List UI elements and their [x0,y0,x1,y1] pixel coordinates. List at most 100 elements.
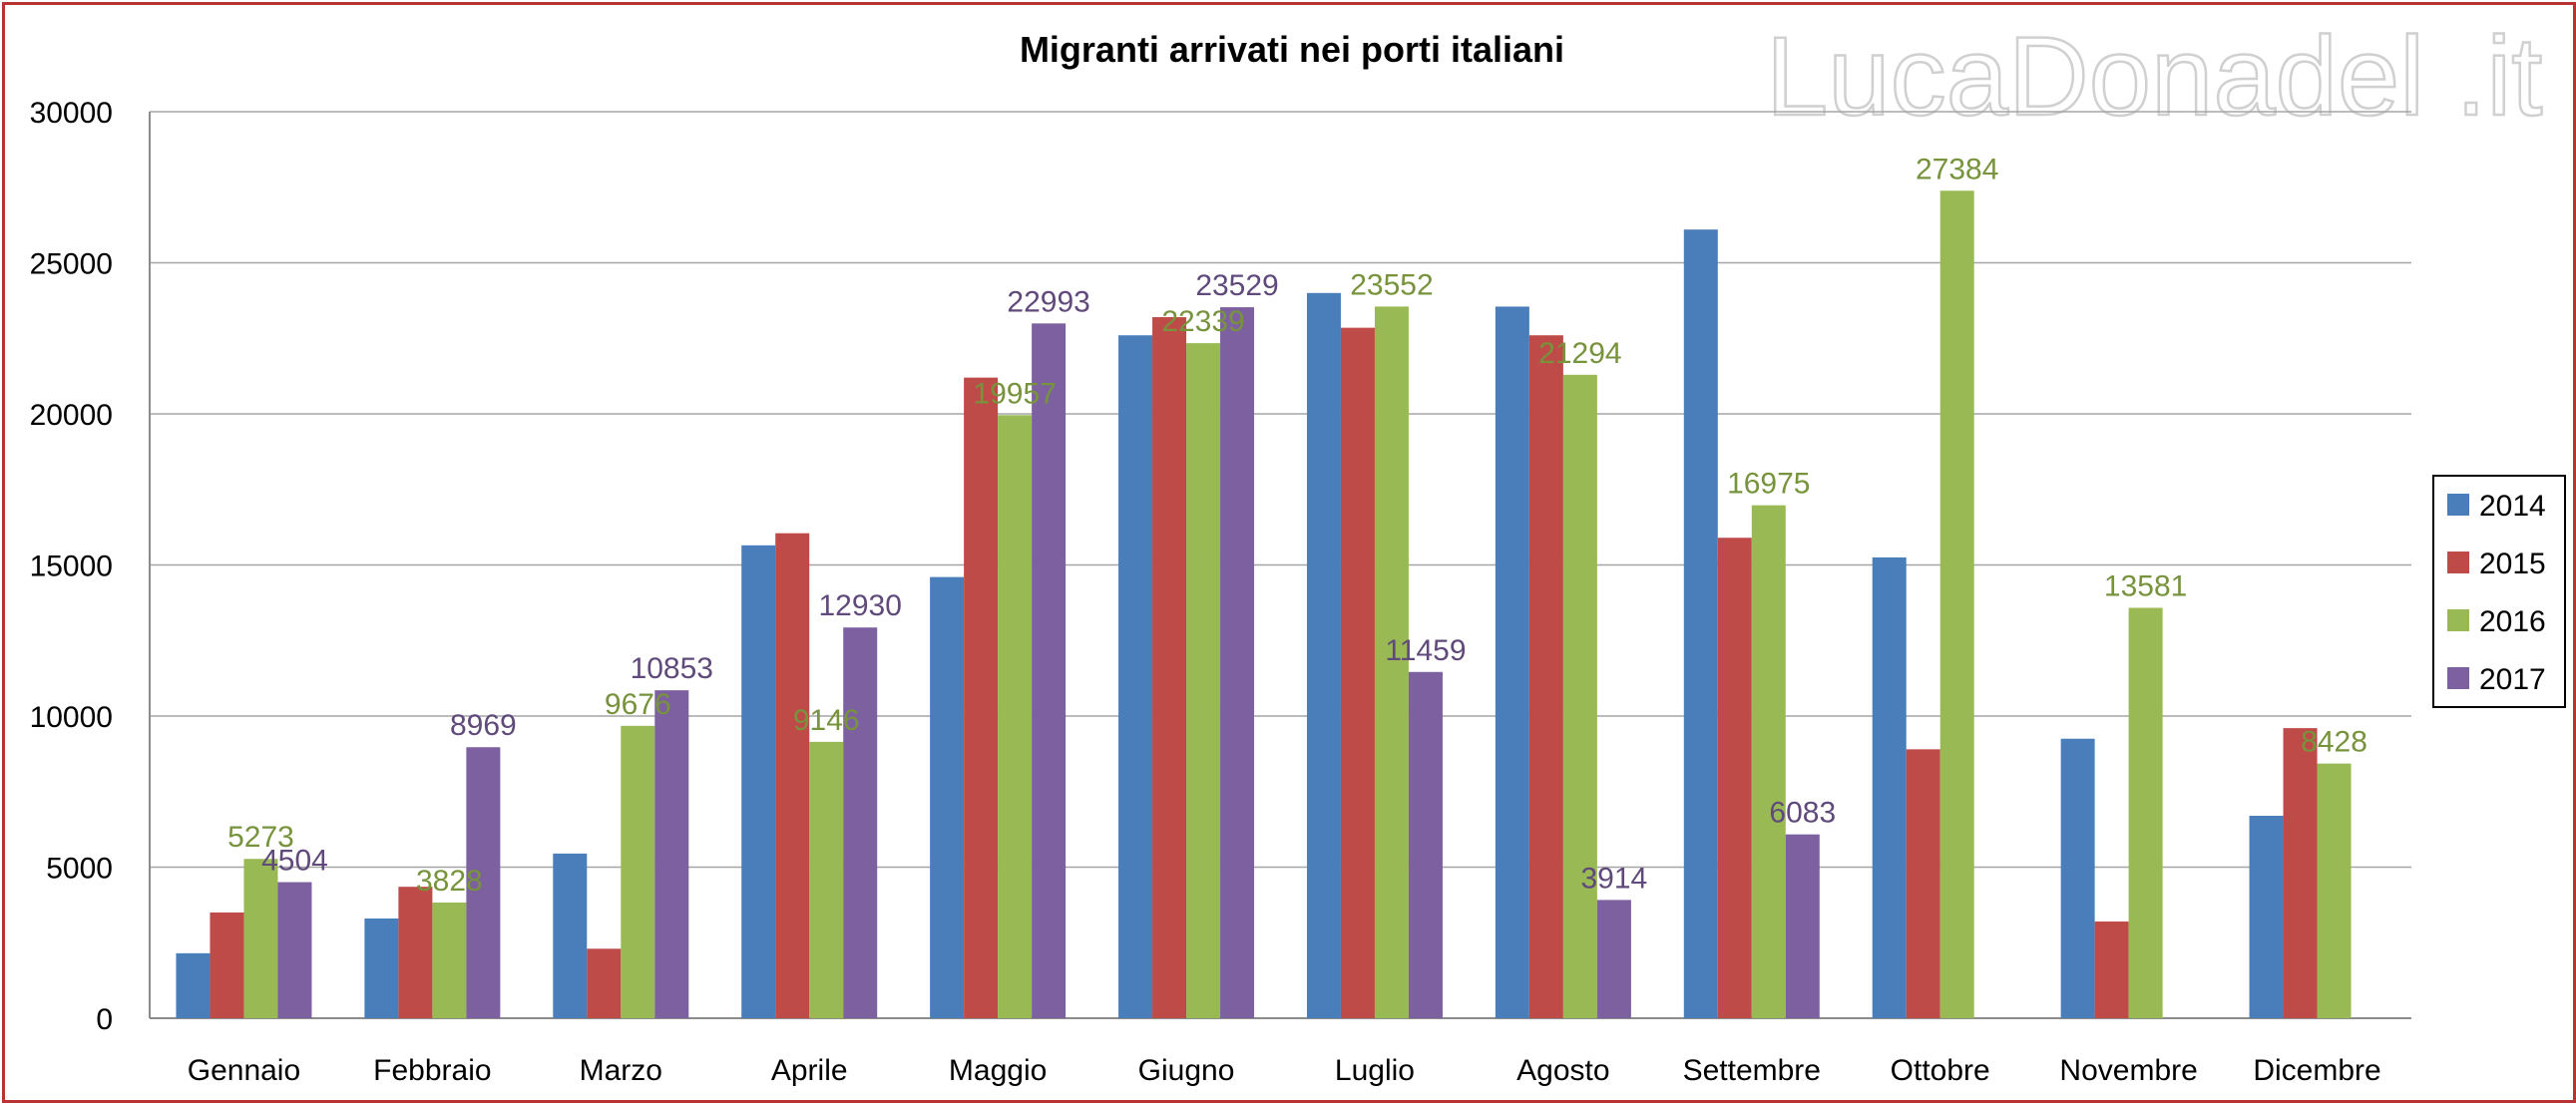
bar-2016-novembre [2128,607,2163,1018]
legend: 2014 2015 2016 2017 [2432,475,2566,708]
bar-2015-gennaio [210,912,244,1018]
legend-swatch [2447,552,2469,573]
y-axis-ticks: 0 5000 10000 15000 20000 25000 30000 [30,97,113,1036]
x-category-label: Febbraio [373,1054,491,1087]
x-category-label: Agosto [1516,1054,1609,1087]
bar-2016-gennaio [243,859,278,1018]
legend-swatch [2447,667,2469,689]
data-label: 9676 [605,688,671,721]
data-label: 5273 [227,821,294,854]
y-tick-label: 10000 [30,701,113,734]
data-label: 27384 [1916,153,1998,185]
bar-2015-ottobre [1906,749,1940,1018]
data-label: 21294 [1538,337,1621,370]
bar-2016-febbraio [432,903,467,1018]
data-label: 11459 [1385,634,1466,667]
bar-2016-dicembre [2317,763,2352,1018]
data-label: 6083 [1769,797,1836,830]
x-category-label: Settembre [1683,1054,1821,1087]
x-category-label: Ottobre [1891,1054,1990,1087]
bar-2016-maggio [998,415,1033,1019]
data-label: 8969 [450,709,517,742]
bar-2014-ottobre [1872,556,1907,1018]
bar-2016-ottobre [1939,190,1974,1019]
bar-2016-luglio [1374,306,1409,1018]
gridlines [149,111,2411,1019]
bar-2017-febbraio [466,747,501,1018]
bar-2015-aprile [775,533,810,1018]
x-category-label: Aprile [771,1054,848,1087]
bar-2017-maggio [1032,323,1067,1018]
x-category-label: Gennaio [188,1054,300,1087]
data-label: 22993 [1007,285,1089,318]
bar-2016-marzo [621,725,655,1018]
legend-swatch [2447,494,2469,516]
bar-2015-febbraio [398,887,433,1018]
legend-swatch [2447,609,2469,631]
x-category-label: Novembre [2059,1054,2197,1087]
bar-2016-aprile [809,741,844,1018]
legend-label: 2014 [2479,490,2546,523]
x-category-label: Marzo [580,1054,662,1087]
bar-2016-settembre [1751,505,1786,1019]
bar-2014-aprile [741,545,776,1018]
x-category-label: Giugno [1138,1054,1235,1087]
y-tick-label: 20000 [30,399,113,432]
bar-2014-dicembre [2249,815,2284,1018]
y-tick-label: 30000 [30,97,113,130]
bar-2015-settembre [1717,538,1752,1018]
bar-2017-luglio [1408,671,1443,1018]
bar-2015-agosto [1528,335,1563,1019]
bar-2016-agosto [1562,374,1597,1018]
bar-chart: LucaDonadel .it Migranti arrivati nei po… [30,13,2566,1087]
x-category-label: Luglio [1335,1054,1415,1087]
bar-2017-aprile [843,627,878,1018]
bar-2014-giugno [1118,335,1153,1019]
data-label: 12930 [818,589,901,622]
x-category-label: Dicembre [2253,1054,2380,1087]
bar-2015-giugno [1152,317,1187,1018]
data-label: 4504 [261,845,328,878]
data-label: 3828 [416,865,483,898]
bar-2015-novembre [2094,921,2129,1018]
chart-title: Migranti arrivati nei porti italiani [1020,29,1564,70]
bar-2017-giugno [1220,307,1255,1018]
watermark: LucaDonadel .it [1766,14,2542,139]
bar-2015-luglio [1340,327,1375,1018]
bar-2014-maggio [930,576,965,1018]
data-label: 23529 [1195,269,1278,302]
bar-2015-dicembre [2283,728,2318,1018]
legend-label: 2017 [2479,663,2546,696]
bar-2017-agosto [1596,900,1631,1018]
data-label: 19957 [973,377,1056,410]
bar-2017-settembre [1785,834,1820,1018]
bars [176,190,2352,1019]
data-label: 8428 [2301,726,2367,759]
x-axis-categories: Gennaio Febbraio Marzo Aprile Maggio Giugno Lu… [188,1054,2381,1087]
data-label: 13581 [2104,569,2187,602]
x-category-label: Maggio [949,1054,1047,1087]
bar-2016-giugno [1186,343,1221,1018]
data-label: 16975 [1727,468,1810,501]
bar-2017-marzo [654,690,689,1018]
bar-2015-marzo [587,948,622,1018]
y-tick-label: 25000 [30,248,113,281]
y-tick-label: 0 [96,1003,113,1036]
bar-2017-gennaio [277,882,312,1018]
legend-label: 2015 [2479,548,2546,580]
data-label: 23552 [1350,268,1433,301]
data-label: 10853 [631,652,713,685]
bar-2014-marzo [553,853,588,1018]
bar-2014-settembre [1683,229,1718,1019]
bar-2014-gennaio [176,952,211,1018]
legend-label: 2016 [2479,605,2546,638]
y-tick-label: 15000 [30,551,113,583]
bar-2014-febbraio [364,919,399,1018]
bar-2014-agosto [1495,306,1529,1018]
bar-2015-maggio [964,377,999,1018]
y-tick-label: 5000 [46,853,113,886]
bar-2014-luglio [1306,292,1341,1018]
data-label: 3914 [1581,862,1648,895]
